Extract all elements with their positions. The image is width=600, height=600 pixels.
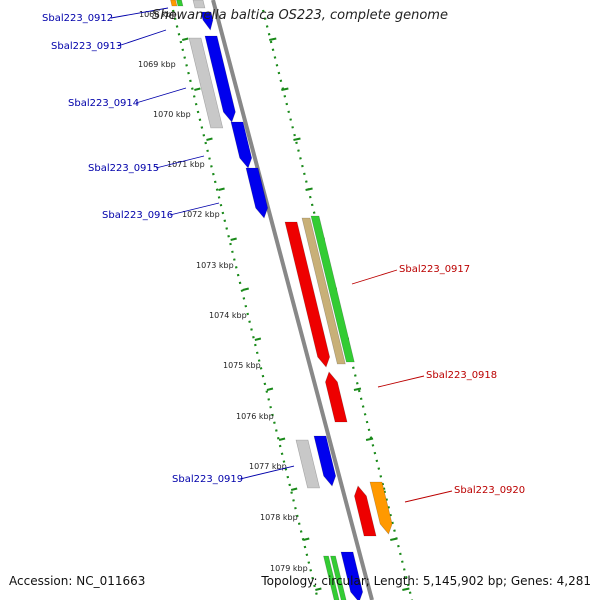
feature-grey-top [192, 0, 206, 9]
feature-green-block [310, 215, 355, 363]
feature-reverse-gene [325, 371, 348, 423]
inner-major-tick [290, 487, 298, 491]
gene-label-sbal223_0912: Sbal223_0912 [42, 13, 113, 24]
map-title: Shewanella baltica OS223, complete genom… [152, 8, 448, 23]
feature-grey-block [295, 439, 320, 489]
inner-major-tick [254, 337, 262, 341]
outer-major-tick [365, 437, 374, 441]
kbp-tick-label: 1070 kbp [153, 110, 191, 119]
gene-leader-line [377, 375, 425, 388]
topology-text: Topology: circular; Length: 5,145,902 bp… [261, 574, 591, 588]
feature-forward-gene [230, 121, 253, 169]
inner-major-tick [218, 187, 225, 191]
kbp-tick-label: 1079 kbp [270, 564, 308, 573]
gene-leader-line [239, 465, 295, 480]
inner-major-tick [266, 387, 274, 391]
outer-major-tick [353, 387, 362, 391]
inner-major-tick [315, 587, 322, 591]
gene-label-layer: Sbal223_0912 Sbal223_0913 Sbal223_0914 Sbal… [42, 7, 525, 503]
backbone-layer [211, 0, 374, 600]
kbp-tick-label: 1071 kbp [167, 160, 205, 169]
gene-label-sbal223_0917: Sbal223_0917 [399, 264, 470, 275]
inner-major-tick [182, 37, 189, 41]
inner-major-tick [230, 237, 237, 241]
feature-grey-block [188, 37, 224, 129]
feature-forward-gene [200, 11, 214, 31]
inner-major-tick [194, 87, 201, 91]
feature-reverse-gene [284, 221, 330, 368]
kbp-tick-label: 1078 kbp [260, 513, 298, 522]
kbp-tick-label: 1072 kbp [182, 210, 220, 219]
kbp-tick-label: 1068 kbp [139, 10, 177, 19]
outer-major-tick [305, 187, 313, 191]
feature-tan-block [301, 217, 346, 365]
kbp-tick-label: 1075 kbp [223, 361, 261, 370]
feature-reverse-gene [354, 485, 377, 537]
outer-major-tick [269, 37, 277, 41]
kbp-tick-label: 1069 kbp [138, 60, 176, 69]
gene-leader-line [135, 87, 187, 104]
genome-backbone [211, 0, 374, 600]
gene-leader-line [110, 7, 169, 19]
gene-label-sbal223_0915: Sbal223_0915 [88, 163, 159, 174]
feature-forward-gene [340, 551, 363, 600]
gene-label-sbal223_0918: Sbal223_0918 [426, 370, 497, 381]
gene-label-sbal223_0916: Sbal223_0916 [102, 210, 173, 221]
outer-major-tick [293, 137, 301, 141]
feature-orange-top [170, 0, 178, 7]
inner-ruler-track [171, 9, 320, 600]
outer-major-tick [390, 537, 398, 541]
kbp-tick-label: 1077 kbp [249, 462, 287, 471]
gene-label-sbal223_0920: Sbal223_0920 [454, 485, 525, 496]
outer-major-tick [281, 87, 289, 91]
feature-forward-gene [313, 435, 336, 487]
gene-label-sbal223_0919: Sbal223_0919 [172, 474, 243, 485]
accession-text: Accession: NC_011663 [9, 574, 146, 588]
feature-orange-block [369, 481, 393, 535]
inner-major-tick [242, 287, 250, 291]
outer-major-tick [402, 587, 410, 591]
kbp-tick-label: 1073 kbp [196, 261, 234, 270]
inner-major-tick [278, 437, 286, 441]
kbp-tick-label: 1074 kbp [209, 311, 247, 320]
gene-leader-line [404, 490, 453, 503]
feature-forward-gene [204, 35, 236, 123]
gene-label-sbal223_0914: Sbal223_0914 [68, 98, 139, 109]
feature-green-bottom [323, 555, 340, 600]
gene-label-sbal223_0913: Sbal223_0913 [51, 41, 122, 52]
gene-leader-line [351, 269, 398, 285]
gene-leader-line [117, 29, 167, 47]
kbp-label-layer: 1068 kbp 1069 kbp 1070 kbp 1071 kbp 1072 kbp… [138, 10, 308, 573]
inner-major-tick [206, 137, 213, 141]
gene-leader-line [169, 202, 220, 216]
feature-layer [170, 0, 393, 600]
feature-forward-gene [245, 167, 268, 219]
gene-leader-line [155, 155, 205, 169]
feature-green-top [176, 0, 184, 7]
kbp-tick-label: 1076 kbp [236, 412, 274, 421]
inner-major-tick [303, 537, 310, 541]
feature-green-bottom [330, 555, 347, 600]
